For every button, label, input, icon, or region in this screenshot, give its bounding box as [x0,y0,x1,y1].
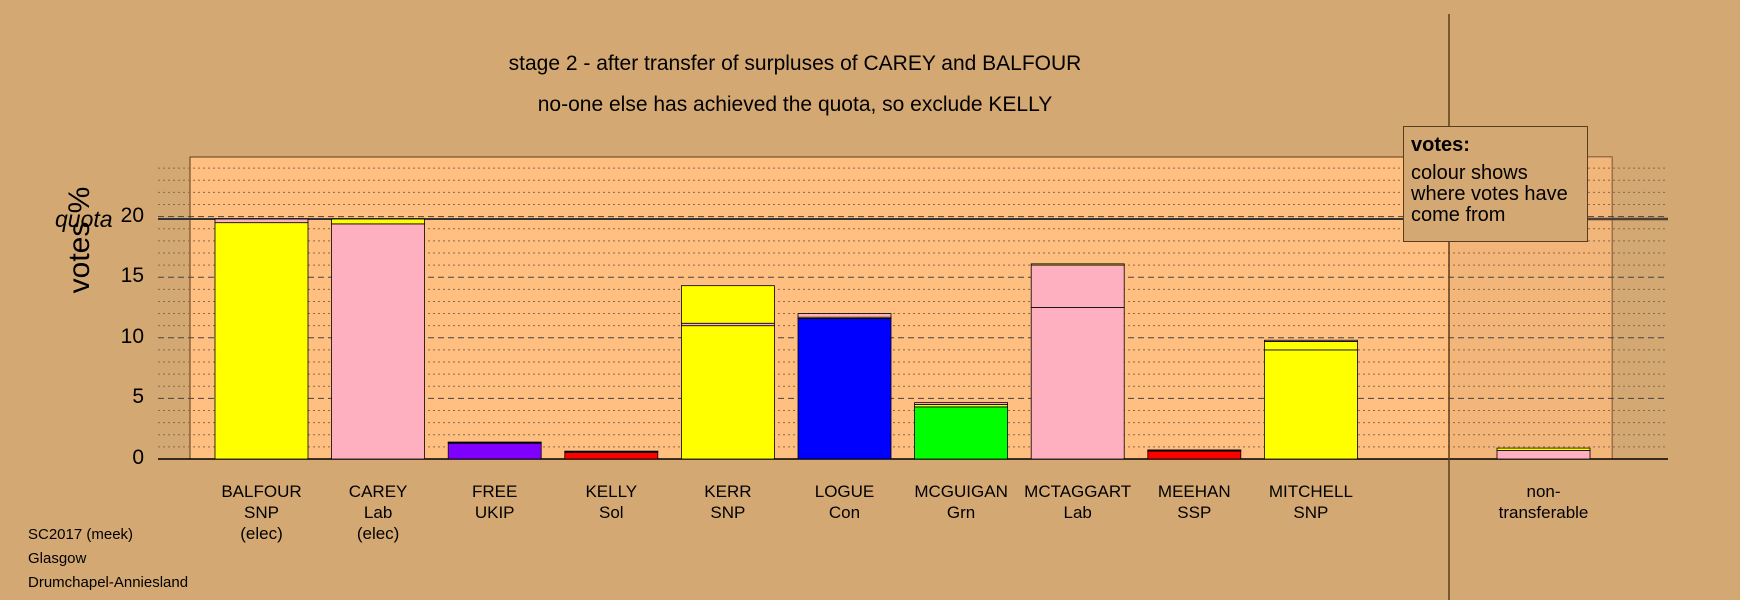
category-label: MCTAGGART Lab [1024,482,1132,522]
non-transferable-label: non-transferable [1498,482,1589,522]
category-label: CAREY Lab (elec) [348,482,408,543]
chart-title: stage 2 - after transfer of surpluses of… [508,52,1082,75]
category-label: LOGUE Con [814,482,875,522]
footer-ward: Drumchapel-Anniesland [28,574,189,591]
category-label: FREE UKIP [472,482,518,522]
bar-segment [331,218,426,225]
y-tick-label: 15 [120,264,144,288]
bar-segment [1030,264,1125,308]
category-label: KELLY Sol [585,482,638,522]
y-tick-label: 10 [120,324,144,348]
legend: votes: colour shows where votes have com… [1403,126,1588,242]
bar-segment [214,222,309,460]
non-transferable-segment [1496,450,1591,460]
y-tick-label: 0 [132,446,144,469]
bar-segment [447,441,542,444]
non-transferable-segment [1496,447,1591,451]
bar-segment [1147,450,1242,460]
category-label: MCGUIGAN Grn [914,482,1008,522]
category-label: MITCHELL SNP [1268,482,1353,522]
bar-segment [1264,341,1358,351]
bar-segment [681,285,775,324]
y-tick-label: 20 [120,203,144,227]
category-label: BALFOUR SNP (elec) [221,482,302,543]
plot-area [189,156,1613,460]
bar-segment [797,313,892,318]
bar-segment [564,450,659,453]
bar-segment [914,406,1008,460]
quota-label: quota [55,206,113,232]
bar-segment [1264,349,1358,460]
category-label: KERR SNP [704,482,752,522]
bar-segment [447,442,542,460]
bar-segment [1264,339,1358,342]
bar-segment [331,223,426,460]
bar-segment [1030,307,1125,460]
footer-council: Glasgow [28,550,87,567]
legend-title: votes: [1411,134,1470,156]
bar-segment [564,451,659,460]
y-axis-label: votes % [63,186,96,294]
chart-subtitle: no-one else has achieved the quota, so e… [537,93,1053,116]
category-label: MEEHAN SSP [1157,482,1231,522]
bar-segment [914,402,1008,405]
bar-segment [797,318,892,460]
bar-segment [681,325,775,460]
bar-segment [1147,449,1242,451]
footer-election: SC2017 (meek) [28,526,134,543]
bar-segment [1030,263,1125,266]
legend-text: colour shows where votes have come from [1411,162,1568,226]
y-tick-label: 5 [132,385,144,409]
bar-segment [214,218,309,224]
